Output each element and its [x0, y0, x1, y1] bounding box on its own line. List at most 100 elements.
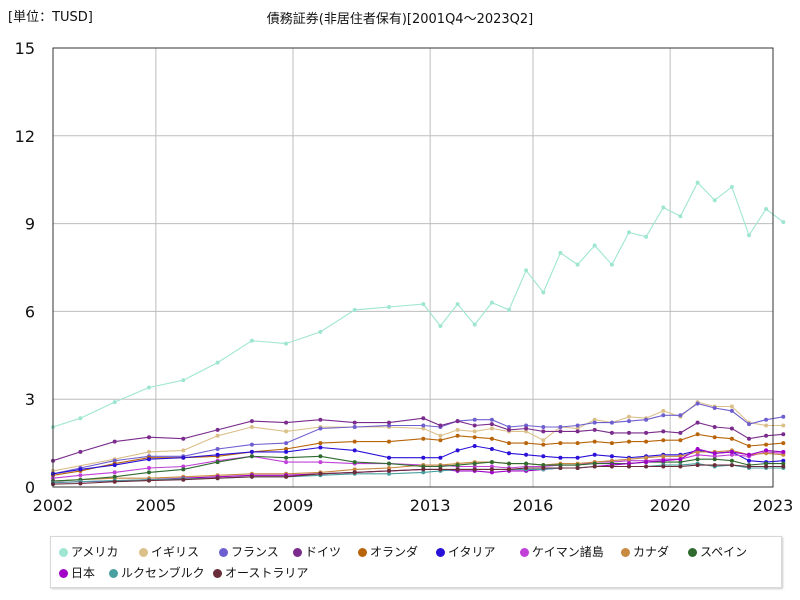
legend-item: アメリカ [59, 543, 118, 560]
legend-swatch [59, 548, 68, 557]
data-point [695, 420, 700, 425]
data-point [284, 449, 289, 454]
data-point [644, 417, 649, 422]
data-point [112, 458, 117, 463]
data-point [627, 461, 631, 466]
data-point [678, 454, 683, 459]
x-tick-label: 2020 [650, 496, 691, 515]
data-point [712, 454, 717, 459]
data-point [695, 447, 700, 451]
data-point [472, 423, 477, 428]
legend-item: 日本 [59, 564, 95, 581]
data-point [644, 460, 649, 465]
data-point [729, 404, 734, 409]
data-point [781, 464, 786, 469]
data-point [781, 449, 786, 454]
data-point [181, 448, 186, 453]
data-point [558, 466, 563, 470]
data-point [781, 414, 786, 419]
data-point [764, 417, 769, 422]
series-line [52, 401, 784, 472]
data-point [609, 430, 614, 435]
data-point [284, 441, 289, 446]
series-3 [51, 416, 786, 463]
data-point [541, 454, 546, 459]
legend-item: ケイマン諸島 [520, 543, 604, 560]
data-point [215, 447, 220, 451]
data-point [421, 470, 426, 475]
data-point [781, 432, 786, 437]
data-point [112, 400, 117, 405]
data-point [387, 420, 391, 425]
data-point [112, 479, 117, 484]
x-tick-label: 2009 [273, 496, 314, 515]
data-point [747, 458, 751, 463]
data-point [781, 461, 786, 466]
chart-title: 債務証券(非居住者保有)[2001Q4～2023Q2] [266, 12, 534, 27]
data-point [575, 463, 580, 468]
data-point [695, 432, 700, 437]
data-point [352, 460, 357, 465]
data-point [644, 455, 649, 460]
data-point [147, 435, 151, 440]
data-point [729, 458, 734, 463]
data-point [489, 426, 494, 431]
legend-item: イタリア [436, 543, 496, 560]
data-point [627, 464, 631, 469]
data-point [507, 461, 511, 466]
data-point [318, 417, 323, 422]
legend-item: ルクセンブルク [109, 564, 205, 581]
data-point [421, 416, 426, 421]
data-point [627, 439, 631, 444]
data-point [764, 464, 769, 469]
data-point [541, 438, 546, 443]
data-point [352, 448, 357, 453]
data-point [747, 444, 751, 448]
data-point [438, 464, 443, 469]
data-point [541, 429, 546, 434]
legend-swatch [621, 548, 630, 557]
data-point [764, 433, 769, 438]
series-1 [51, 400, 786, 473]
data-point [249, 419, 254, 424]
data-point [747, 452, 751, 457]
data-point [712, 406, 717, 410]
data-point [472, 417, 477, 422]
data-point [181, 436, 186, 441]
data-point [695, 449, 700, 454]
legend-item: スペイン [688, 543, 747, 560]
data-point [387, 305, 391, 309]
data-point [472, 435, 477, 440]
data-point [489, 436, 494, 441]
legend-swatch [139, 548, 148, 557]
data-point [112, 470, 117, 475]
legend-label: オーストラリア [225, 566, 309, 580]
data-point [558, 455, 563, 460]
data-point [524, 429, 529, 434]
data-point [112, 463, 117, 468]
data-point [729, 463, 734, 468]
data-point [507, 467, 511, 472]
data-point [695, 401, 700, 406]
data-point [661, 458, 666, 463]
data-point [147, 449, 151, 454]
data-point [575, 423, 580, 428]
data-point [661, 413, 666, 418]
y-tick-label: 6 [25, 302, 35, 321]
legend-label: イギリス [151, 545, 200, 559]
data-point [609, 420, 614, 425]
data-point [747, 464, 751, 469]
data-point [729, 408, 734, 413]
data-point [284, 474, 289, 479]
data-point [489, 417, 494, 422]
data-point [712, 435, 717, 440]
data-point [781, 423, 786, 428]
data-point [661, 429, 666, 434]
data-point [678, 457, 683, 462]
legend-label: カナダ [633, 545, 670, 559]
legend-label: イタリア [448, 545, 496, 559]
data-point [78, 449, 83, 454]
x-tick-label: 2023 [753, 496, 794, 515]
data-point [284, 341, 289, 346]
series-0 [51, 180, 786, 429]
